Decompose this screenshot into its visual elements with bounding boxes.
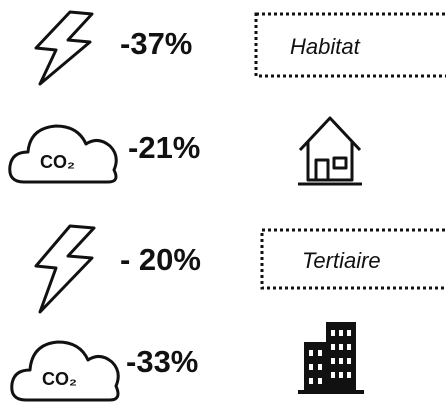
electricity-reduction: - 20% — [120, 242, 201, 277]
house-icon — [298, 116, 362, 186]
section-habitat: -37% Habitat CO₂ -21% — [8, 10, 446, 186]
co2-reduction: -21% — [128, 130, 200, 165]
co2-reduction: -33% — [126, 344, 198, 379]
lightning-icon — [34, 10, 94, 86]
cloud-icon — [8, 124, 118, 184]
section-label: Tertiaire — [302, 248, 381, 273]
co2-label: CO₂ — [40, 152, 75, 172]
lightning-icon — [34, 224, 96, 314]
co2-label: CO₂ — [42, 369, 77, 389]
section-tertiaire: - 20% Tertiaire CO₂ -33% — [10, 224, 446, 402]
label-box — [260, 228, 446, 290]
section-label: Habitat — [290, 34, 361, 59]
cloud-icon — [10, 340, 120, 402]
label-box — [254, 12, 446, 78]
building-icon — [298, 322, 364, 394]
electricity-reduction: -37% — [120, 26, 192, 61]
